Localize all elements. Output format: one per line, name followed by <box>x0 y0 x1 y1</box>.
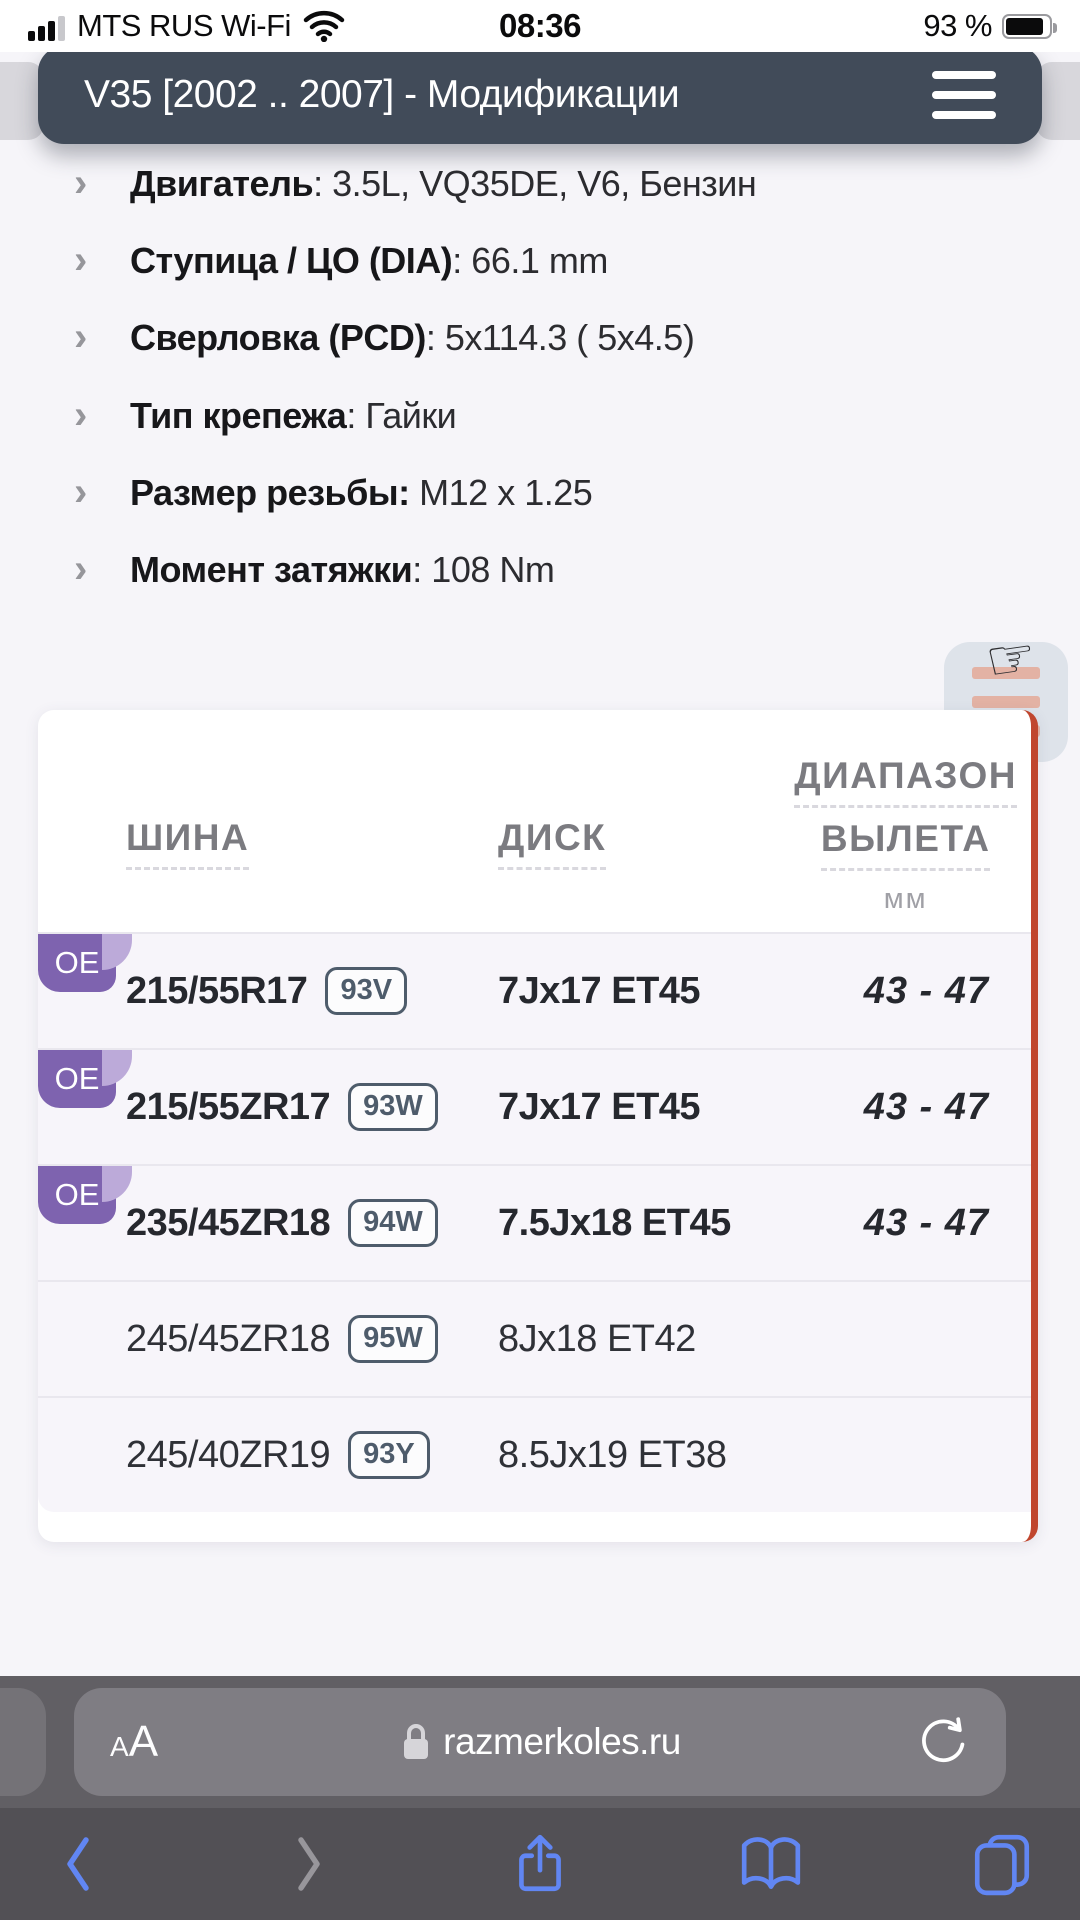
clock: 08:36 <box>499 7 581 44</box>
chevron-right-icon: › <box>74 546 87 591</box>
forward-button[interactable] <box>276 1831 342 1897</box>
load-speed-index-badge: 93V <box>325 967 408 1015</box>
tire-size: 215/55R17 <box>126 969 308 1012</box>
chevron-right-icon: › <box>74 315 87 360</box>
disk-size: 7.5Jx18 ET45 <box>498 1201 731 1244</box>
tire-size: 235/45ZR18 <box>126 1201 331 1244</box>
chevron-right-icon: › <box>74 238 87 283</box>
spec-text: Размер резьбы: M12 x 1.25 <box>130 471 593 513</box>
column-header-tire[interactable]: ШИНА <box>126 817 250 870</box>
page-header: V35 [2002 .. 2007] - Модификации <box>38 46 1042 144</box>
spec-text: Ступица / ЦО (DIA): 66.1 mm <box>130 240 608 282</box>
load-speed-index-badge: 93W <box>348 1083 438 1131</box>
fitment-table: ШИНА ДИСК ДИАПАЗОН ВЫЛЕТА мм OE 215/55R1… <box>38 710 1038 1542</box>
table-row[interactable]: OE 215/55ZR17 93W 7Jx17 ET45 43 - 47 <box>38 1048 1031 1164</box>
url-text: razmerkoles.ru <box>443 1721 681 1762</box>
column-header-offset-range[interactable]: ДИАПАЗОН ВЫЛЕТА мм <box>794 755 1017 915</box>
pointing-hand-icon: ☞ <box>981 623 1041 694</box>
background-card-edge-right <box>1036 62 1080 140</box>
disk-size: 8.5Jx19 ET38 <box>498 1433 727 1476</box>
spec-item-thread-size[interactable]: › Размер резьбы: M12 x 1.25 <box>0 461 1050 524</box>
tire-size: 245/40ZR19 <box>126 1433 331 1476</box>
reload-button[interactable] <box>850 1715 970 1769</box>
tire-size: 245/45ZR18 <box>126 1317 331 1360</box>
wifi-icon <box>303 10 345 42</box>
tire-size: 215/55ZR17 <box>126 1085 331 1128</box>
spec-list: › Двигатель: 3.5L, VQ35DE, V6, Бензин › … <box>0 152 1050 615</box>
spec-item-hub-dia[interactable]: › Ступица / ЦО (DIA): 66.1 mm <box>0 229 1050 292</box>
previous-tab-peek[interactable] <box>0 1688 46 1796</box>
offset-range-value: 43 - 47 <box>863 1201 989 1244</box>
battery-icon <box>1002 13 1057 39</box>
spec-text: Двигатель: 3.5L, VQ35DE, V6, Бензин <box>130 163 757 204</box>
battery-percent-label: 93 % <box>923 8 992 43</box>
back-button[interactable] <box>45 1831 111 1897</box>
page-title: V35 [2002 .. 2007] - Модификации <box>84 73 680 116</box>
carrier-label: MTS RUS Wi-Fi <box>77 8 291 43</box>
offset-range-value: 43 - 47 <box>863 969 989 1012</box>
signal-strength-icon <box>28 15 65 41</box>
offset-range-value: 43 - 47 <box>863 1085 989 1128</box>
disk-size: 7Jx17 ET45 <box>498 969 701 1012</box>
chevron-right-icon: › <box>74 469 87 514</box>
table-row[interactable]: 245/40ZR19 93Y 8.5Jx19 ET38 <box>38 1396 1031 1512</box>
oe-badge: OE <box>38 1166 132 1224</box>
spec-item-torque[interactable]: › Момент затяжки: 108 Nm <box>0 538 1050 601</box>
spec-item-fastener-type[interactable]: › Тип крепежа: Гайки <box>0 384 1050 447</box>
table-row[interactable]: OE 235/45ZR18 94W 7.5Jx18 ET45 43 - 47 <box>38 1164 1031 1280</box>
table-header-row: ШИНА ДИСК ДИАПАЗОН ВЫЛЕТА мм <box>38 710 1031 932</box>
disk-size: 8Jx18 ET42 <box>498 1317 696 1360</box>
offset-unit-label: мм <box>883 883 928 915</box>
browser-toolbar <box>0 1808 1080 1920</box>
load-speed-index-badge: 93Y <box>348 1431 430 1479</box>
table-row[interactable]: OE 215/55R17 93V 7Jx17 ET45 43 - 47 <box>38 932 1031 1048</box>
column-header-disk[interactable]: ДИСК <box>498 817 607 870</box>
spec-item-pcd[interactable]: › Сверловка (PCD): 5x114.3 ( 5x4.5) <box>0 306 1050 369</box>
bookmarks-button[interactable] <box>738 1831 804 1897</box>
spec-text: Тип крепежа: Гайки <box>130 394 457 436</box>
load-speed-index-badge: 95W <box>348 1315 438 1363</box>
lock-icon <box>399 1720 433 1764</box>
table-row[interactable]: 245/45ZR18 95W 8Jx18 ET42 <box>38 1280 1031 1396</box>
background-card-edge-left <box>0 62 44 140</box>
status-bar: MTS RUS Wi-Fi 08:36 93 % <box>0 0 1080 52</box>
chevron-right-icon: › <box>74 161 87 205</box>
load-speed-index-badge: 94W <box>348 1199 438 1247</box>
spec-item-engine[interactable]: › Двигатель: 3.5L, VQ35DE, V6, Бензин <box>0 152 1050 215</box>
oe-badge: OE <box>38 1050 132 1108</box>
tabs-button[interactable] <box>969 1831 1035 1897</box>
menu-icon[interactable] <box>932 71 996 119</box>
spec-text: Сверловка (PCD): 5x114.3 ( 5x4.5) <box>130 317 695 359</box>
disk-size: 7Jx17 ET45 <box>498 1085 701 1128</box>
spec-text: Момент затяжки: 108 Nm <box>130 548 555 590</box>
oe-badge: OE <box>38 934 132 992</box>
share-button[interactable] <box>507 1831 573 1897</box>
chevron-right-icon: › <box>74 392 87 437</box>
